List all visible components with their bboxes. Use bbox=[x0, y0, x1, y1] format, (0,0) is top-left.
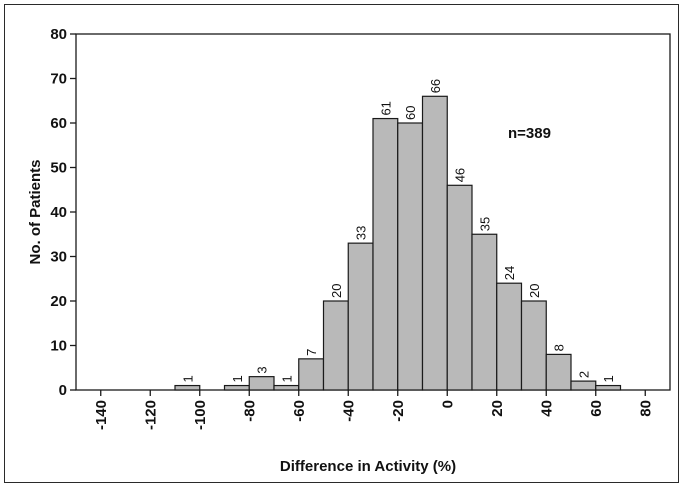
x-tick-label: -40 bbox=[340, 400, 357, 422]
histogram-bar bbox=[397, 122, 424, 391]
histogram-bar bbox=[347, 242, 374, 391]
histogram-bar bbox=[248, 376, 275, 391]
x-tick-label: -140 bbox=[93, 400, 110, 430]
histogram-bar bbox=[174, 384, 201, 391]
y-axis-label: No. of Patients bbox=[27, 159, 44, 264]
sample-size-annotation: n=389 bbox=[508, 125, 551, 142]
x-tick-label: 40 bbox=[538, 400, 555, 417]
bar-value-label: 24 bbox=[502, 266, 517, 280]
histogram-bar bbox=[421, 95, 448, 391]
x-tick-label: -60 bbox=[291, 400, 308, 422]
y-tick-label: 0 bbox=[59, 382, 67, 399]
x-tick-label: -100 bbox=[192, 400, 209, 430]
y-tick-label: 30 bbox=[50, 249, 67, 266]
x-tick-label: 20 bbox=[489, 400, 506, 417]
bar-value-label: 3 bbox=[255, 366, 270, 373]
y-tick-label: 10 bbox=[50, 338, 67, 355]
chart-frame bbox=[4, 4, 679, 483]
y-tick-label: 40 bbox=[50, 204, 67, 221]
bar-value-label: 2 bbox=[576, 371, 591, 378]
bar-value-label: 1 bbox=[279, 375, 294, 382]
bar-labels: 1 1 3 1 7 20 33 61 60 66 46 35 24 20 8 2 1 bbox=[180, 79, 616, 383]
histogram-bar bbox=[595, 384, 622, 391]
y-axis: 0 10 20 30 40 50 60 70 80 bbox=[50, 26, 76, 399]
histogram-bar bbox=[298, 358, 325, 391]
y-tick-label: 50 bbox=[50, 160, 67, 177]
histogram-bar bbox=[223, 384, 250, 391]
x-tick-label: -120 bbox=[142, 400, 159, 430]
bar-value-label: 7 bbox=[304, 349, 319, 356]
x-tick-label: -20 bbox=[390, 400, 407, 422]
bar-value-label: 33 bbox=[354, 226, 369, 240]
histogram-bar bbox=[570, 380, 597, 391]
histogram-bar bbox=[545, 353, 572, 391]
bar-value-label: 35 bbox=[477, 217, 492, 231]
x-tick-label: 0 bbox=[439, 400, 456, 408]
histogram-bar bbox=[273, 384, 300, 391]
bars bbox=[174, 95, 622, 391]
histogram-bar bbox=[322, 300, 349, 391]
histogram-bar bbox=[520, 300, 547, 391]
histogram-bar bbox=[372, 117, 399, 391]
histogram-bar bbox=[471, 233, 498, 391]
histogram-bar bbox=[496, 282, 523, 391]
bar-value-label: 1 bbox=[601, 375, 616, 382]
x-axis-label: Difference in Activity (%) bbox=[280, 458, 456, 475]
bar-value-label: 8 bbox=[552, 344, 567, 351]
y-tick-label: 70 bbox=[50, 71, 67, 88]
histogram-bar bbox=[446, 184, 473, 391]
x-axis: -140 -120 -100 -80 -60 -40 -20 0 20 40 60 80 bbox=[93, 390, 654, 430]
x-tick-label: -80 bbox=[241, 400, 258, 422]
bar-value-label: 1 bbox=[180, 375, 195, 382]
x-tick-label: 60 bbox=[588, 400, 605, 417]
bar-value-label: 20 bbox=[527, 284, 542, 298]
bar-value-label: 20 bbox=[329, 284, 344, 298]
bar-value-label: 60 bbox=[403, 106, 418, 120]
bar-value-label: 66 bbox=[428, 79, 443, 93]
bar-value-label: 1 bbox=[230, 375, 245, 382]
x-tick-label: 80 bbox=[637, 400, 654, 417]
bar-value-label: 46 bbox=[453, 168, 468, 182]
y-tick-label: 60 bbox=[50, 115, 67, 132]
y-tick-label: 20 bbox=[50, 293, 67, 310]
y-tick-label: 80 bbox=[50, 26, 67, 43]
bar-value-label: 61 bbox=[378, 101, 393, 115]
